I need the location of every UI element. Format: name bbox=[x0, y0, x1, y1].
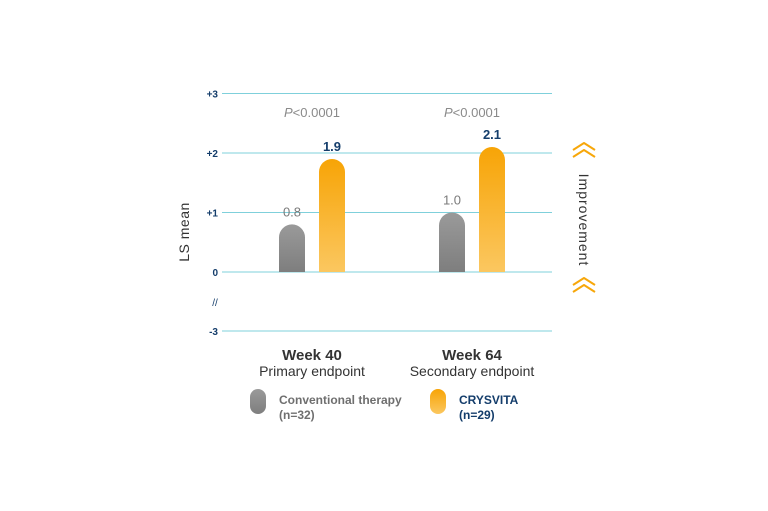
improvement-up-arrow-icon-lower bbox=[572, 277, 596, 293]
bars bbox=[279, 147, 505, 272]
p-value-label: P<0.0001 bbox=[444, 105, 500, 120]
legend-swatch-crysvita bbox=[430, 389, 446, 414]
p-values: P<0.0001 P<0.0001 bbox=[284, 105, 500, 120]
legend-label-conventional: Conventional therapy bbox=[279, 393, 402, 407]
p-value-label: P<0.0001 bbox=[284, 105, 340, 120]
bar-conventional bbox=[439, 212, 465, 272]
legend: Conventional therapy (n=32) CRYSVITA (n=… bbox=[250, 389, 519, 422]
improvement-label: Improvement bbox=[576, 174, 592, 267]
bar-crysvita bbox=[319, 158, 345, 272]
y-tick-label: -3 bbox=[209, 327, 218, 338]
y-tick-label: 0 bbox=[212, 268, 218, 279]
y-tick-labels: +3 +2 +1 0 -3 bbox=[207, 90, 219, 339]
axis-break-icon: // bbox=[212, 298, 218, 309]
category-title: Week 40 bbox=[282, 347, 342, 364]
legend-swatch-conventional bbox=[250, 389, 266, 414]
data-label: 1.0 bbox=[443, 193, 461, 208]
y-tick-label: +3 bbox=[207, 90, 219, 101]
legend-n-crysvita: (n=29) bbox=[459, 408, 495, 422]
legend-label-crysvita: CRYSVITA bbox=[459, 393, 519, 407]
bar-crysvita bbox=[479, 147, 505, 272]
improvement-up-arrow-icon bbox=[572, 142, 596, 158]
category-subtitle: Primary endpoint bbox=[259, 363, 365, 379]
category-subtitle: Secondary endpoint bbox=[410, 363, 535, 379]
data-label: 1.9 bbox=[323, 139, 341, 154]
data-label: 0.8 bbox=[283, 204, 301, 219]
y-tick-label: +2 bbox=[207, 149, 219, 160]
bar-conventional bbox=[279, 224, 305, 272]
y-tick-label: +1 bbox=[207, 209, 219, 220]
y-axis-label: LS mean bbox=[176, 202, 192, 262]
data-label: 2.1 bbox=[483, 127, 501, 142]
legend-n-conventional: (n=32) bbox=[279, 408, 315, 422]
category-title: Week 64 bbox=[442, 347, 502, 364]
value-labels: 0.8 1.9 1.0 2.1 bbox=[283, 127, 501, 219]
